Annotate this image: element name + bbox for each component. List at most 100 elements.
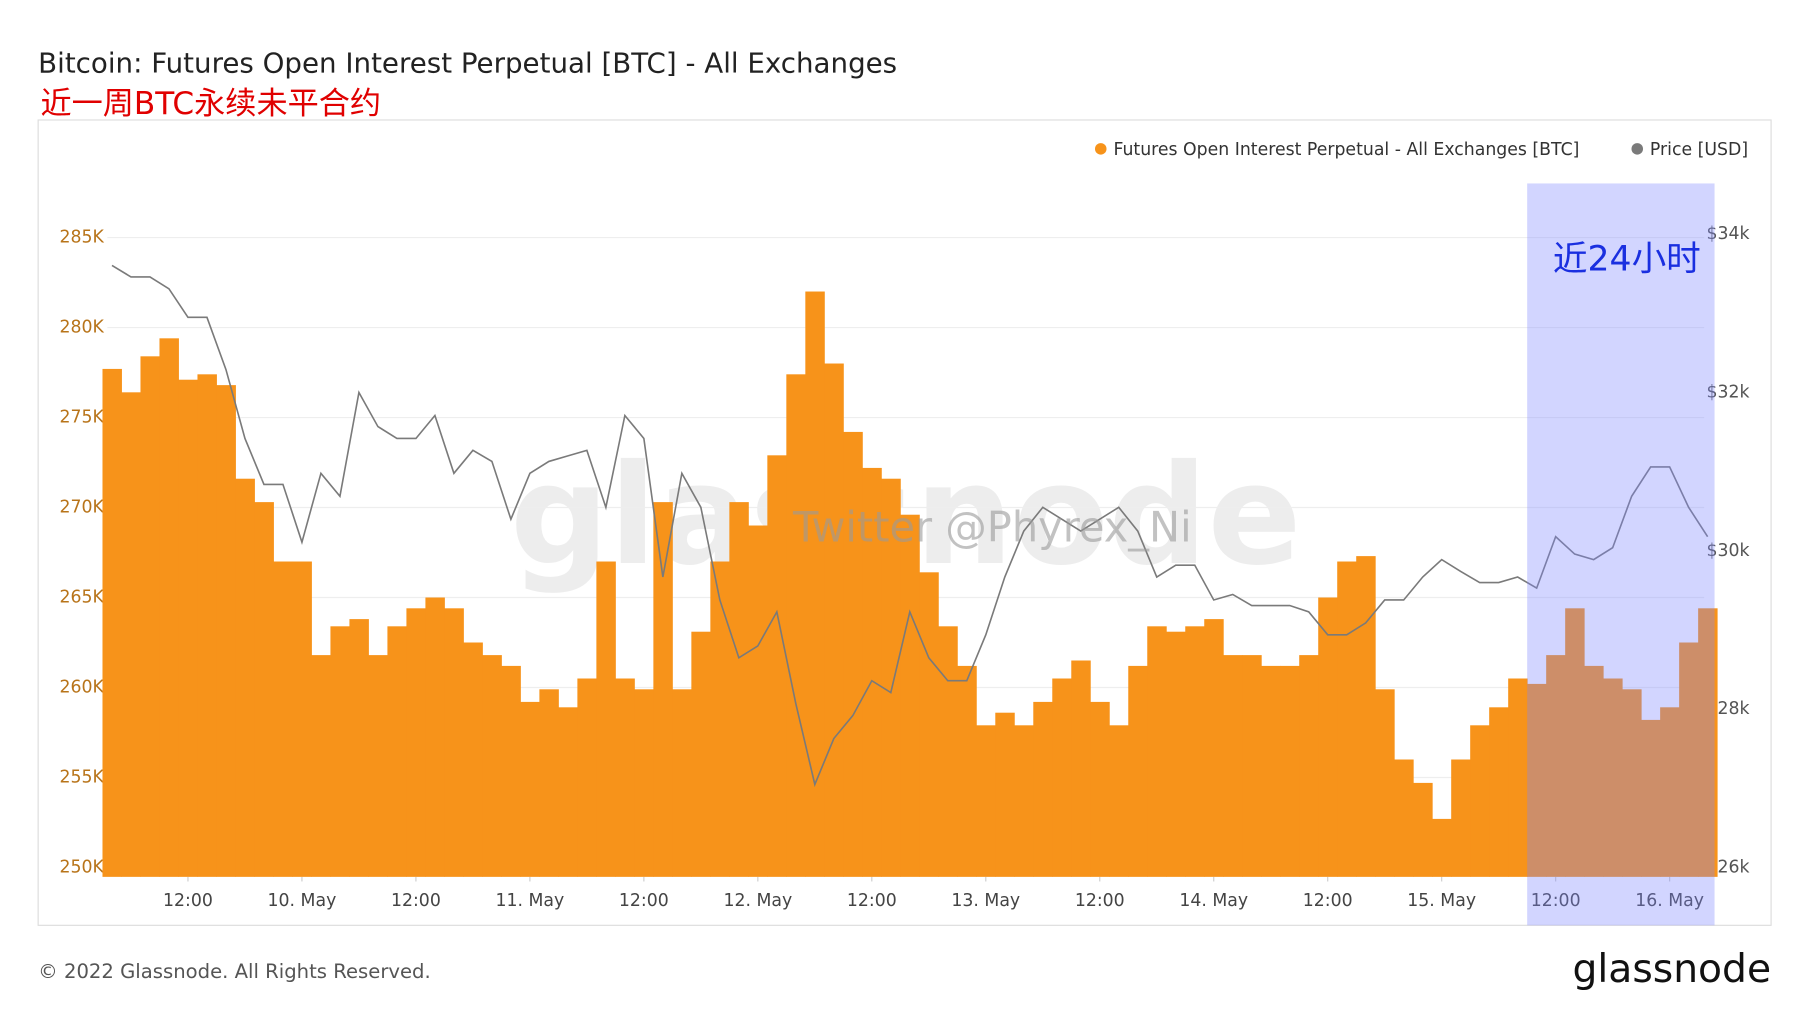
x-tick-label: 12:00 <box>1303 891 1353 911</box>
x-tick-label: 12:00 <box>1075 891 1125 911</box>
bar <box>1299 655 1319 877</box>
y-tick-label: 270K <box>60 498 105 518</box>
bar <box>824 363 844 877</box>
bar <box>1489 707 1509 877</box>
bar <box>1071 660 1091 877</box>
bar <box>881 478 901 877</box>
y-tick-label: 255K <box>60 768 105 788</box>
bar <box>596 561 616 877</box>
bar <box>444 608 464 877</box>
chart-subtitle: 近一周BTC永续未平合约 <box>40 86 381 122</box>
bar <box>1451 759 1471 877</box>
bar <box>805 291 825 877</box>
bar <box>1641 719 1661 877</box>
x-tick-label: 12:00 <box>847 891 897 911</box>
bar <box>1109 725 1129 877</box>
bar <box>102 368 122 877</box>
bar <box>1337 561 1357 877</box>
bar <box>349 619 369 877</box>
bar <box>520 701 540 877</box>
bar <box>197 374 217 877</box>
bar <box>1660 707 1680 877</box>
bar <box>1565 608 1585 877</box>
x-tick-label: 12:00 <box>391 891 441 911</box>
y-tick-label: 285K <box>60 228 105 248</box>
bar <box>1223 655 1243 877</box>
highlight-label: 近24小时 <box>1553 240 1701 280</box>
bar <box>121 392 141 877</box>
bar <box>1432 818 1452 877</box>
x-tick-label: 12:00 <box>163 891 213 911</box>
bar <box>634 689 654 877</box>
bar <box>1204 619 1224 877</box>
bar <box>501 665 521 877</box>
bar <box>919 572 939 877</box>
x-tick-label: 14. May <box>1179 891 1248 911</box>
bar <box>900 514 920 877</box>
x-tick-label: 15. May <box>1407 891 1476 911</box>
bar <box>729 502 749 877</box>
bar <box>178 379 198 877</box>
legend-marker <box>1631 143 1644 155</box>
bar <box>140 356 160 877</box>
bar <box>1280 665 1300 877</box>
bar <box>653 502 673 877</box>
bar <box>216 385 236 877</box>
bar <box>235 478 255 877</box>
bar <box>710 561 730 877</box>
bar <box>1128 665 1148 877</box>
x-tick-label: 16. May <box>1635 891 1704 911</box>
x-tick-label: 12. May <box>723 891 792 911</box>
bar <box>995 712 1015 877</box>
bar <box>425 597 445 877</box>
bar <box>1394 759 1414 877</box>
bar <box>1546 655 1566 877</box>
chart-frame <box>37 119 1772 926</box>
bar <box>387 626 407 877</box>
y2-tick-label: $32k <box>1706 383 1749 403</box>
legend-label: Price [USD] <box>1650 140 1748 160</box>
bar <box>1014 725 1034 877</box>
bar <box>1508 678 1528 877</box>
y-tick-label: 265K <box>60 588 105 608</box>
bar <box>786 374 806 877</box>
bar <box>577 678 597 877</box>
bar <box>273 561 293 877</box>
bar <box>1242 655 1262 877</box>
legend-marker <box>1094 143 1107 155</box>
bar <box>368 655 388 877</box>
y-tick-label: 260K <box>60 678 105 698</box>
bar <box>1679 642 1699 877</box>
bar <box>862 467 882 877</box>
bar <box>1470 725 1490 877</box>
bar <box>1622 689 1642 877</box>
bar <box>159 338 179 877</box>
bar <box>1527 683 1547 877</box>
y-tick-label: 280K <box>60 318 105 338</box>
bar <box>539 689 559 877</box>
y2-tick-label: $34k <box>1706 224 1749 244</box>
bar <box>1261 665 1281 877</box>
highlight-region <box>1527 183 1715 926</box>
y2-tick-label: $30k <box>1706 541 1749 561</box>
bar <box>1356 556 1376 877</box>
bar <box>976 725 996 877</box>
chart-title: Bitcoin: Futures Open Interest Perpetual… <box>38 47 897 80</box>
y-tick-label: 250K <box>60 857 105 877</box>
bar <box>311 655 331 877</box>
x-tick-label: 12:00 <box>1531 891 1581 911</box>
x-tick-label: 11. May <box>496 891 565 911</box>
price-line <box>111 264 1709 788</box>
bar <box>1698 608 1718 877</box>
bar <box>1318 597 1338 877</box>
bar <box>330 626 350 877</box>
bar <box>1413 782 1433 877</box>
bar <box>406 608 426 877</box>
footer: © 2022 Glassnode. All Rights Reserved. <box>38 960 431 983</box>
bar <box>767 455 787 877</box>
bar <box>1166 631 1186 877</box>
bar <box>254 502 274 877</box>
bar <box>1033 701 1053 877</box>
logo: glassnode <box>1573 947 1772 992</box>
